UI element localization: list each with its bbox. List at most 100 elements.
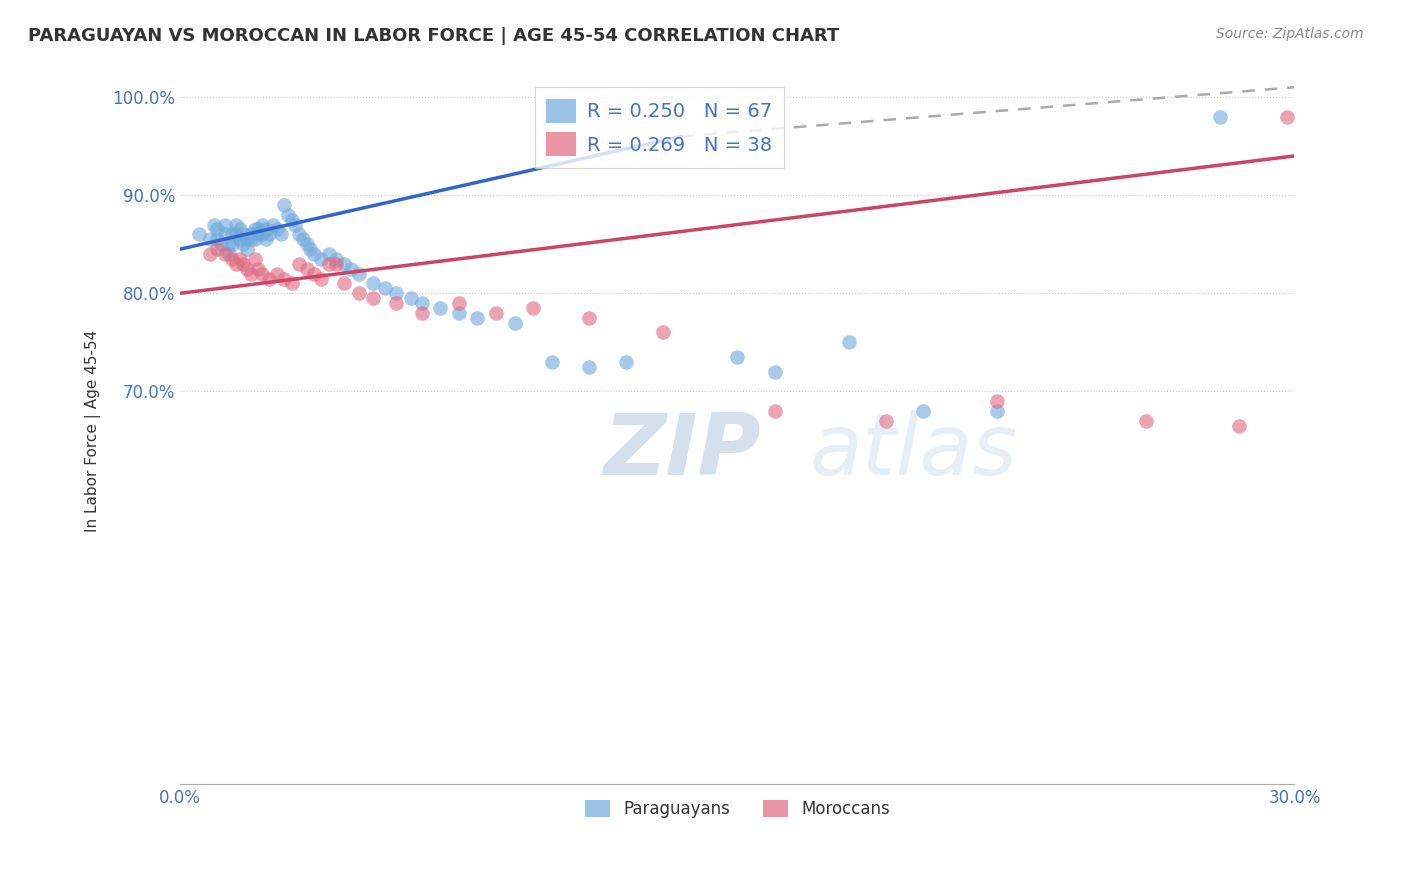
Point xyxy=(207,232,229,246)
Point xyxy=(273,271,295,285)
Point xyxy=(363,277,385,291)
Point xyxy=(1227,418,1250,433)
Point xyxy=(411,306,433,320)
Point xyxy=(259,271,281,285)
Point xyxy=(236,232,259,246)
Point xyxy=(228,252,250,266)
Point xyxy=(198,232,221,246)
Point xyxy=(318,247,340,261)
Point xyxy=(288,257,311,271)
Point xyxy=(198,247,221,261)
Point xyxy=(384,286,406,301)
Point xyxy=(447,306,470,320)
Point xyxy=(429,301,451,315)
Point xyxy=(912,404,935,418)
Point xyxy=(1209,110,1232,124)
Point xyxy=(363,291,385,305)
Point xyxy=(503,316,526,330)
Point xyxy=(232,237,254,252)
Point xyxy=(254,232,277,246)
Point xyxy=(247,222,270,236)
Point xyxy=(325,252,347,266)
Point xyxy=(578,359,600,374)
Legend: Paraguayans, Moroccans: Paraguayans, Moroccans xyxy=(578,793,897,825)
Point xyxy=(266,267,288,281)
Y-axis label: In Labor Force | Age 45-54: In Labor Force | Age 45-54 xyxy=(86,329,101,532)
Point xyxy=(311,252,333,266)
Point xyxy=(239,227,262,242)
Point xyxy=(259,227,281,242)
Point xyxy=(207,242,229,256)
Point xyxy=(218,237,240,252)
Point xyxy=(411,296,433,310)
Point xyxy=(202,218,225,232)
Point xyxy=(467,310,489,325)
Point xyxy=(225,227,247,242)
Text: atlas: atlas xyxy=(810,410,1018,493)
Point xyxy=(1135,414,1157,428)
Point xyxy=(1275,110,1298,124)
Point xyxy=(340,261,363,276)
Point xyxy=(652,326,675,340)
Point xyxy=(763,404,786,418)
Point xyxy=(250,218,273,232)
Point xyxy=(763,365,786,379)
Point xyxy=(187,227,209,242)
Point xyxy=(214,218,236,232)
Point xyxy=(311,271,333,285)
Point xyxy=(540,355,562,369)
Point xyxy=(986,394,1008,409)
Point xyxy=(214,227,236,242)
Point xyxy=(209,237,232,252)
Point xyxy=(347,267,370,281)
Text: ZIP: ZIP xyxy=(603,410,761,493)
Point xyxy=(284,218,307,232)
Text: PARAGUAYAN VS MOROCCAN IN LABOR FORCE | AGE 45-54 CORRELATION CHART: PARAGUAYAN VS MOROCCAN IN LABOR FORCE | … xyxy=(28,27,839,45)
Point xyxy=(302,267,325,281)
Point xyxy=(578,310,600,325)
Point xyxy=(236,261,259,276)
Text: Source: ZipAtlas.com: Source: ZipAtlas.com xyxy=(1216,27,1364,41)
Point xyxy=(243,232,266,246)
Point xyxy=(295,261,318,276)
Point xyxy=(277,208,299,222)
Point xyxy=(254,222,277,236)
Point xyxy=(225,218,247,232)
Point xyxy=(288,227,311,242)
Point xyxy=(250,267,273,281)
Point xyxy=(332,257,354,271)
Point xyxy=(207,222,229,236)
Point xyxy=(347,286,370,301)
Point xyxy=(247,261,270,276)
Point xyxy=(232,227,254,242)
Point xyxy=(218,247,240,261)
Point xyxy=(262,218,284,232)
Point xyxy=(266,222,288,236)
Point xyxy=(228,222,250,236)
Point xyxy=(232,257,254,271)
Point xyxy=(250,227,273,242)
Point xyxy=(247,227,270,242)
Point xyxy=(243,252,266,266)
Point xyxy=(221,237,243,252)
Point xyxy=(399,291,422,305)
Point xyxy=(239,267,262,281)
Point xyxy=(485,306,508,320)
Point xyxy=(214,247,236,261)
Point xyxy=(239,232,262,246)
Point xyxy=(614,355,637,369)
Point xyxy=(302,247,325,261)
Point xyxy=(875,414,897,428)
Point xyxy=(522,301,544,315)
Point xyxy=(325,257,347,271)
Point xyxy=(228,232,250,246)
Point xyxy=(332,277,354,291)
Point xyxy=(280,212,302,227)
Point xyxy=(221,252,243,266)
Point xyxy=(838,335,860,350)
Point xyxy=(291,232,314,246)
Point xyxy=(373,281,395,295)
Point xyxy=(295,237,318,252)
Point xyxy=(318,257,340,271)
Point xyxy=(986,404,1008,418)
